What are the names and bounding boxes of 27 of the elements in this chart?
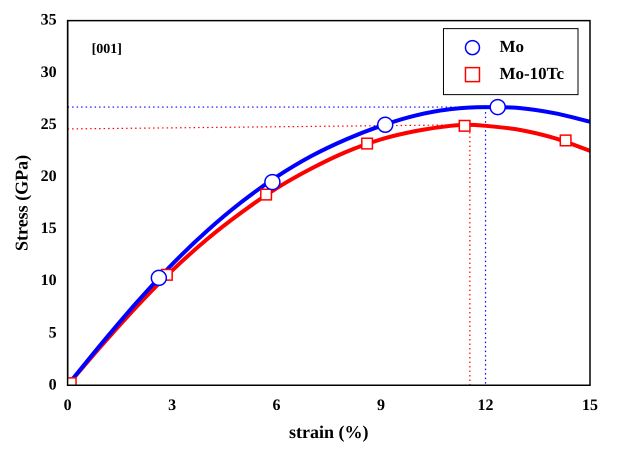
y-tick-label: 0 bbox=[48, 376, 57, 394]
x-tick-label: 15 bbox=[582, 396, 598, 414]
point bbox=[560, 134, 572, 146]
point bbox=[458, 120, 471, 132]
x-tick-label: 12 bbox=[478, 396, 494, 414]
annotation: [001] bbox=[92, 42, 122, 58]
point bbox=[260, 188, 272, 201]
y-tick-label: 25 bbox=[40, 116, 57, 133]
legend-label: Mo bbox=[499, 36, 524, 56]
point bbox=[264, 174, 281, 190]
y-tick-label: 35 bbox=[40, 12, 57, 29]
point bbox=[361, 137, 374, 150]
y-tick-label: 20 bbox=[40, 168, 57, 185]
x-tick-label: 9 bbox=[377, 396, 386, 414]
y-tick-label: 10 bbox=[40, 272, 57, 290]
point bbox=[376, 116, 394, 134]
point bbox=[150, 270, 168, 286]
y-tick-label: 30 bbox=[40, 64, 57, 81]
x-tick-label: 0 bbox=[64, 396, 72, 414]
x-axis-title: strain (%) bbox=[289, 422, 369, 442]
legend-label: Mo-10Tc bbox=[499, 64, 564, 83]
y-tick-label: 5 bbox=[48, 324, 57, 342]
y-tick-label: 15 bbox=[40, 220, 57, 238]
x-tick-label: 6 bbox=[272, 396, 281, 414]
y-axis-title: Stress (GPa) bbox=[11, 154, 32, 251]
x-tick-label: 3 bbox=[168, 396, 176, 414]
point bbox=[489, 98, 506, 116]
